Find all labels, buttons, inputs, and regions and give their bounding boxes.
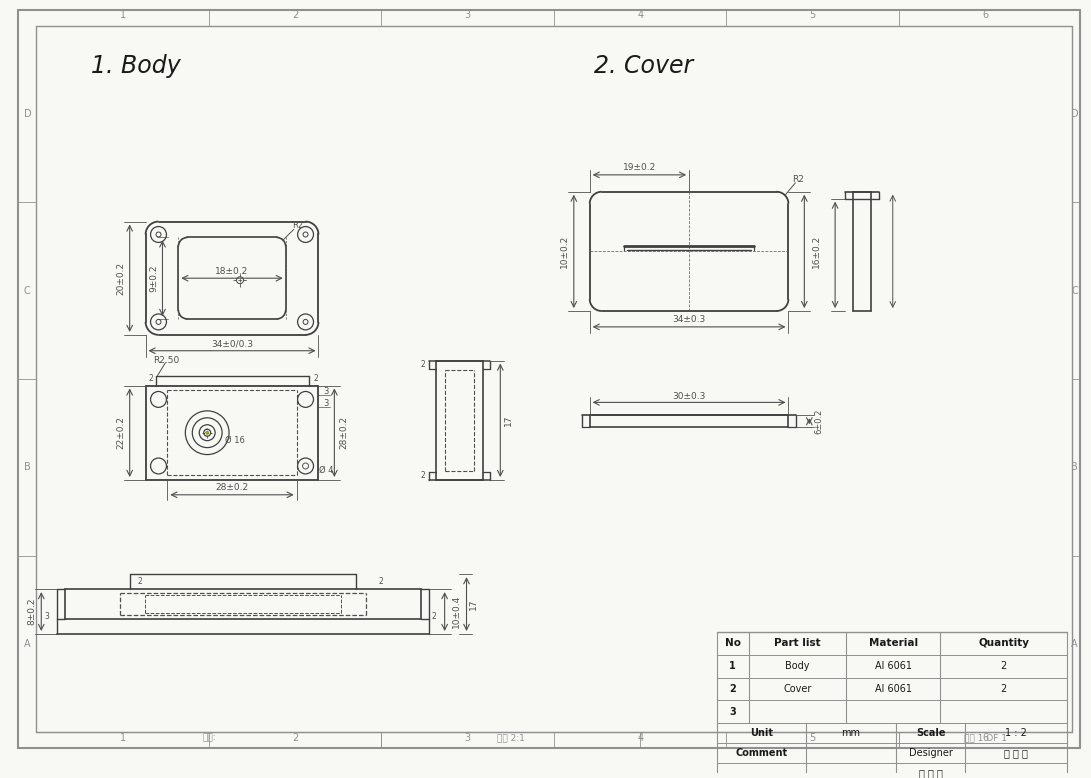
- Text: 34±0.3: 34±0.3: [672, 315, 706, 324]
- Text: 2: 2: [292, 733, 298, 743]
- Text: 10±0.2: 10±0.2: [561, 235, 570, 268]
- Text: B: B: [24, 462, 31, 472]
- Text: R2: R2: [292, 221, 303, 230]
- Text: 30±0.3: 30±0.3: [672, 392, 706, 401]
- Text: Ø 16: Ø 16: [225, 436, 245, 445]
- Text: 3: 3: [465, 10, 470, 20]
- Text: C: C: [1071, 286, 1078, 296]
- Text: 2: 2: [420, 360, 425, 369]
- Text: 3: 3: [45, 612, 50, 621]
- Text: 2: 2: [1000, 661, 1007, 671]
- Text: 17: 17: [504, 415, 513, 426]
- Text: 9±0.2: 9±0.2: [149, 265, 158, 292]
- Text: 22±0.2: 22±0.2: [117, 416, 125, 449]
- Text: Quantity: Quantity: [978, 638, 1029, 648]
- Text: 2: 2: [420, 471, 425, 481]
- Text: 부제:: 부제:: [202, 734, 216, 743]
- Text: Body: Body: [786, 661, 810, 671]
- Text: 1: 1: [120, 733, 125, 743]
- Text: Part list: Part list: [774, 638, 820, 648]
- Text: A: A: [1071, 639, 1078, 649]
- Text: Unit: Unit: [751, 728, 774, 738]
- Text: 28±0.2: 28±0.2: [339, 416, 349, 449]
- Text: R2.50: R2.50: [154, 356, 180, 365]
- Text: B: B: [1071, 462, 1078, 472]
- Text: 28±0.2: 28±0.2: [215, 483, 249, 492]
- Text: 2: 2: [1000, 684, 1007, 694]
- Text: 비율 2:1: 비율 2:1: [496, 734, 525, 743]
- Text: 3: 3: [324, 399, 329, 408]
- Text: 34±0/0.3: 34±0/0.3: [211, 339, 253, 349]
- Text: Ø 4: Ø 4: [320, 465, 334, 475]
- Text: 2: 2: [431, 612, 436, 621]
- Text: 6±0.2: 6±0.2: [815, 408, 824, 434]
- Text: 2: 2: [313, 374, 317, 383]
- Text: A: A: [24, 639, 31, 649]
- Text: mm: mm: [841, 728, 861, 738]
- Text: 19±0.2: 19±0.2: [623, 163, 656, 173]
- Text: 1: 1: [120, 10, 125, 20]
- Text: 20±0.2: 20±0.2: [117, 261, 125, 295]
- Text: 5: 5: [810, 10, 816, 20]
- Text: 검 수 자: 검 수 자: [919, 768, 943, 778]
- Text: 시도 1 OF 1: 시도 1 OF 1: [963, 734, 1007, 743]
- Text: 2: 2: [379, 576, 383, 586]
- Text: 1. Body: 1. Body: [91, 54, 181, 78]
- Text: 3: 3: [730, 707, 736, 717]
- Text: 6: 6: [982, 733, 988, 743]
- Text: C: C: [24, 286, 31, 296]
- Text: 2: 2: [148, 374, 153, 383]
- Text: 3: 3: [465, 733, 470, 743]
- Text: 4: 4: [637, 733, 644, 743]
- Text: 1: 1: [730, 661, 736, 671]
- Text: Al 6061: Al 6061: [875, 684, 912, 694]
- Text: 2: 2: [137, 576, 142, 586]
- Text: Scale: Scale: [915, 728, 945, 738]
- Text: 17: 17: [469, 598, 478, 610]
- Text: R2: R2: [792, 175, 804, 184]
- Text: 2. Cover: 2. Cover: [594, 54, 693, 78]
- Text: Material: Material: [868, 638, 918, 648]
- Text: 16±0.2: 16±0.2: [812, 235, 820, 268]
- Text: 8±0.2: 8±0.2: [27, 598, 37, 626]
- Text: 4: 4: [637, 10, 644, 20]
- Text: Designer: Designer: [909, 748, 952, 758]
- Text: 10±0.4: 10±0.4: [452, 595, 461, 628]
- Circle shape: [206, 431, 208, 434]
- Text: 3: 3: [324, 387, 329, 396]
- Text: D: D: [1070, 109, 1078, 119]
- Text: 김 태 수: 김 태 수: [1004, 748, 1028, 758]
- Text: Al 6061: Al 6061: [875, 661, 912, 671]
- Text: Comment: Comment: [735, 748, 788, 758]
- Text: 2: 2: [292, 10, 298, 20]
- Text: 6: 6: [982, 10, 988, 20]
- Text: D: D: [24, 109, 32, 119]
- Text: 2: 2: [730, 684, 736, 694]
- Text: 18±0.2: 18±0.2: [215, 267, 249, 275]
- Text: Cover: Cover: [783, 684, 812, 694]
- Text: 1 : 2: 1 : 2: [1005, 728, 1027, 738]
- Text: No: No: [724, 638, 741, 648]
- Text: 5: 5: [810, 733, 816, 743]
